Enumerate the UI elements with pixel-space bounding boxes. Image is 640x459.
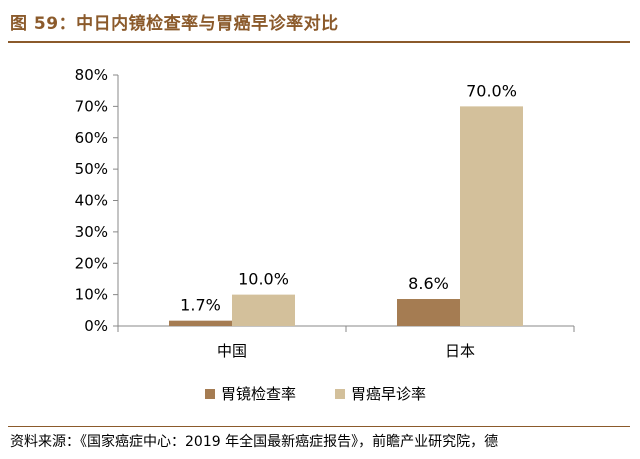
y-tick-label: 70% xyxy=(75,97,108,115)
bar xyxy=(169,320,232,326)
legend-swatch xyxy=(205,389,215,399)
title-divider xyxy=(8,41,630,43)
x-category-label: 日本 xyxy=(445,342,475,360)
bar xyxy=(397,299,460,326)
y-tick-label: 10% xyxy=(75,286,108,304)
y-tick-label: 0% xyxy=(84,317,108,335)
source-note: 资料来源：《国家癌症中心：2019 年全国最新癌症报告》，前瞻产业研究院，德 xyxy=(10,434,499,450)
bar xyxy=(232,294,295,326)
y-tick-label: 60% xyxy=(75,129,108,147)
legend-label: 胃镜检查率 xyxy=(221,385,296,403)
y-tick-label: 50% xyxy=(75,160,108,178)
chart-legend: 胃镜检查率 胃癌早诊率 xyxy=(205,385,426,403)
data-label: 8.6% xyxy=(408,274,449,293)
data-label: 70.0% xyxy=(466,81,517,100)
y-tick-label: 40% xyxy=(75,192,108,210)
legend-label: 胃癌早诊率 xyxy=(351,385,426,403)
source-divider xyxy=(8,426,630,427)
chart-labels: 1.7% 10.0% 8.6% 70.0% xyxy=(180,81,517,314)
data-label: 10.0% xyxy=(238,270,289,289)
bar xyxy=(460,106,523,326)
y-tick-label: 80% xyxy=(75,66,108,84)
bar-chart: 0% 10% 20% 30% 40% 50% 60% 70% 80% 中国 日本 1.7% 10.0%… xyxy=(75,66,575,403)
chart-bars xyxy=(169,106,523,326)
data-label: 1.7% xyxy=(180,296,221,315)
x-category-label: 中国 xyxy=(217,342,247,360)
chart-axes: 0% 10% 20% 30% 40% 50% 60% 70% 80% 中国 日本 xyxy=(75,66,575,360)
y-tick-label: 30% xyxy=(75,223,108,241)
figure-title: 图 59：中日内镜检查率与胃癌早诊率对比 xyxy=(10,14,339,34)
y-tick-label: 20% xyxy=(75,254,108,272)
legend-swatch xyxy=(335,389,345,399)
